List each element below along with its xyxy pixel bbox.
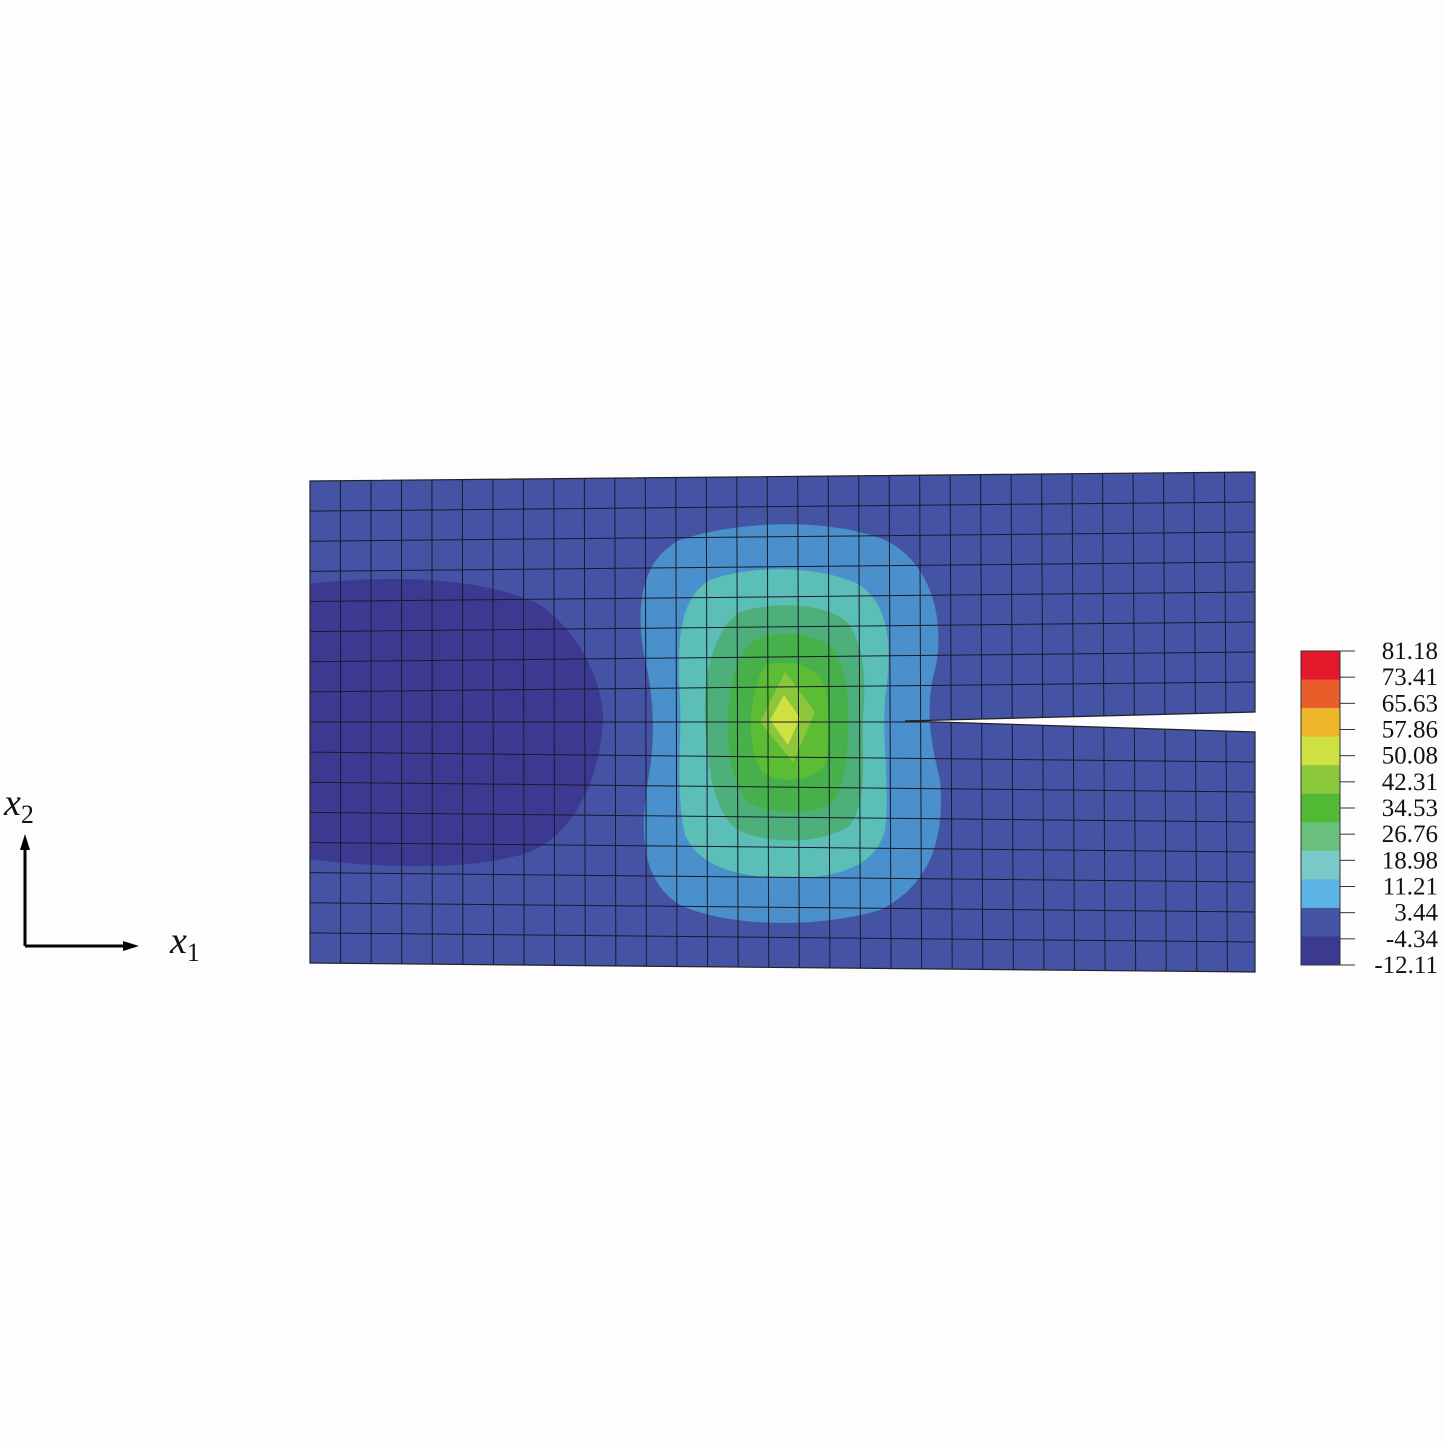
- coordinate-axes: x2 x1: [3, 782, 200, 967]
- mesh-line: [310, 842, 1255, 853]
- x2-label: x2: [3, 782, 34, 829]
- mesh-line: [310, 531, 1255, 542]
- mesh: [310, 472, 1255, 972]
- colorbar-band: [1301, 936, 1340, 966]
- mesh-line: [310, 651, 1255, 663]
- colorbar-label: 42.31: [1382, 769, 1438, 796]
- colorbar-label: 18.98: [1382, 847, 1438, 874]
- colorbar-label: 73.41: [1382, 664, 1438, 691]
- mesh-line: [310, 681, 1255, 693]
- mesh-line: [310, 751, 1255, 763]
- colorbar-band: [1301, 651, 1340, 681]
- mesh-line: [310, 591, 1255, 602]
- colorbar-band: [1301, 765, 1340, 795]
- colorbar-label: 3.44: [1394, 900, 1438, 927]
- colorbar-label: 81.18: [1382, 638, 1438, 665]
- colorbar-band: [1301, 736, 1340, 766]
- mesh-line: [310, 872, 1255, 883]
- colorbar-band: [1301, 793, 1340, 823]
- contour-field: [310, 472, 1255, 972]
- colorbar-label: -4.34: [1386, 926, 1439, 953]
- colorbar-band: [1301, 850, 1340, 880]
- colorbar: 81.1873.4165.6357.8650.0842.3134.5326.76…: [1300, 638, 1439, 979]
- colorbar-label: 26.76: [1382, 821, 1438, 848]
- mesh-line: [310, 561, 1255, 572]
- mesh-line: [310, 932, 1255, 943]
- colorbar-label: -12.11: [1374, 952, 1438, 979]
- subscript: 2: [21, 800, 34, 829]
- mesh-line: [310, 621, 1255, 633]
- colorbar-label: 50.08: [1382, 743, 1438, 770]
- mesh-line: [310, 781, 1255, 793]
- colorbar-label: 11.21: [1383, 874, 1438, 901]
- colorbar-band: [1301, 679, 1340, 709]
- colorbar-label: 65.63: [1382, 690, 1438, 717]
- mesh-line: [310, 902, 1255, 913]
- subscript: 1: [187, 938, 200, 967]
- colorbar-label: 57.86: [1382, 717, 1438, 744]
- plate-outline: [309, 471, 1256, 973]
- mesh-line: [310, 811, 1255, 823]
- colorbar-band: [1301, 907, 1340, 937]
- symbol: x: [3, 782, 21, 824]
- colorbar-label: 34.53: [1382, 795, 1438, 822]
- colorbar-band: [1301, 822, 1340, 852]
- colorbar-band: [1301, 708, 1340, 738]
- low-region: [310, 579, 604, 867]
- band-50: [770, 695, 800, 745]
- symbol: x: [169, 920, 187, 962]
- x1-label: x1: [169, 920, 200, 967]
- colorbar-band: [1301, 879, 1340, 909]
- arrow-head: [123, 941, 139, 951]
- arrow-head: [20, 834, 30, 850]
- mesh-line: [310, 501, 1255, 512]
